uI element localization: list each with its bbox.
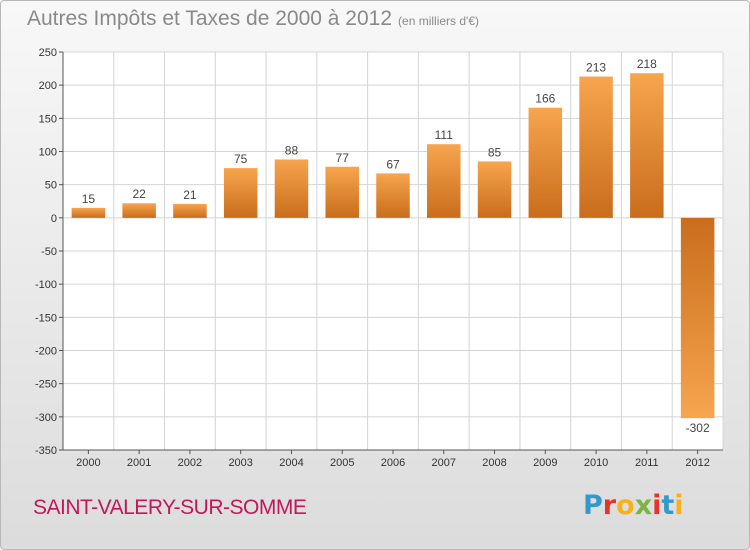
value-label-2006: 67 [386, 157, 400, 171]
value-label-2007: 111 [435, 128, 454, 142]
x-tick-label-2004: 2004 [279, 457, 303, 469]
y-tick-label: -100 [35, 279, 57, 291]
value-label-2003: 75 [234, 152, 248, 166]
logo-letter: i [674, 490, 684, 521]
value-label-2000: 15 [82, 192, 96, 206]
y-tick-label: -300 [35, 412, 57, 424]
bar-2007 [427, 144, 461, 218]
x-tick-label-2010: 2010 [584, 457, 608, 469]
chart-title-text: Autres Impôts et Taxes de 2000 à 2012 [27, 7, 393, 30]
bar-2005 [325, 166, 359, 218]
bar-2011 [630, 73, 664, 218]
y-tick-label: 150 [39, 113, 57, 125]
x-tick-label-2005: 2005 [330, 457, 354, 469]
y-tick-label: 200 [39, 80, 57, 92]
value-label-2011: 218 [637, 57, 657, 71]
bar-2002 [173, 203, 207, 218]
chart-title: Autres Impôts et Taxes de 2000 à 2012 (en… [27, 7, 479, 31]
y-tick-label: -150 [35, 312, 57, 324]
y-tick-label: -50 [41, 246, 57, 258]
x-tick-label-2000: 2000 [76, 457, 100, 469]
x-tick-label-2008: 2008 [482, 457, 506, 469]
bar-2008 [477, 161, 512, 218]
x-tick-label-2003: 2003 [228, 457, 252, 469]
y-tick-label: -350 [35, 445, 57, 457]
bar-2004 [274, 159, 309, 218]
y-tick-label: 250 [39, 47, 57, 59]
proxiti-logo: Proxiti [583, 490, 684, 521]
value-label-2010: 213 [586, 61, 606, 75]
logo-letter: t [661, 490, 675, 521]
x-tick-label-2002: 2002 [178, 457, 202, 469]
chart-subtitle: (en milliers d'€) [398, 14, 480, 28]
value-label-2002: 21 [183, 188, 197, 202]
bar-2009 [528, 107, 563, 218]
y-tick-label: -200 [35, 346, 57, 358]
bar-2006 [376, 173, 410, 218]
x-tick-label-2001: 2001 [127, 457, 151, 469]
y-tick-label: 0 [51, 213, 57, 225]
value-label-2001: 22 [132, 187, 146, 201]
x-tick-label-2011: 2011 [635, 457, 659, 469]
value-label-2012: -302 [686, 421, 710, 435]
bar-2001 [122, 203, 156, 218]
x-tick-label-2006: 2006 [381, 457, 405, 469]
value-label-2004: 88 [285, 143, 299, 157]
logo-letter: o [616, 490, 635, 521]
logo-letter: i [652, 490, 662, 521]
value-label-2005: 77 [336, 151, 350, 165]
y-tick-label: 100 [39, 147, 57, 159]
logo-letter: P [583, 490, 603, 521]
bar-2000 [71, 207, 106, 218]
bar-2012 [680, 217, 715, 419]
grid-layer [62, 51, 724, 451]
city-name: SAINT-VALERY-SUR-SOMME [33, 496, 307, 519]
y-tick-label: 50 [45, 180, 57, 192]
x-tick-label-2007: 2007 [432, 457, 456, 469]
y-tick-label: -250 [35, 379, 57, 391]
value-label-2008: 85 [488, 145, 502, 159]
x-tick-label-2012: 2012 [685, 457, 709, 469]
value-label-2009: 166 [535, 92, 555, 106]
axis-layer: 250 200 150 100 50 0 -50 -100 -150 -200 -250 -300 -3… [35, 47, 723, 469]
x-tick-label-2009: 2009 [533, 457, 557, 469]
logo-letter: r [602, 490, 617, 521]
bar-2003 [223, 168, 258, 218]
bar-2010 [579, 76, 613, 218]
bars-layer: 15 22 21 75 88 77 67 111 85 166 213 218 -302 [71, 57, 715, 435]
logo-letter: x [634, 490, 653, 521]
